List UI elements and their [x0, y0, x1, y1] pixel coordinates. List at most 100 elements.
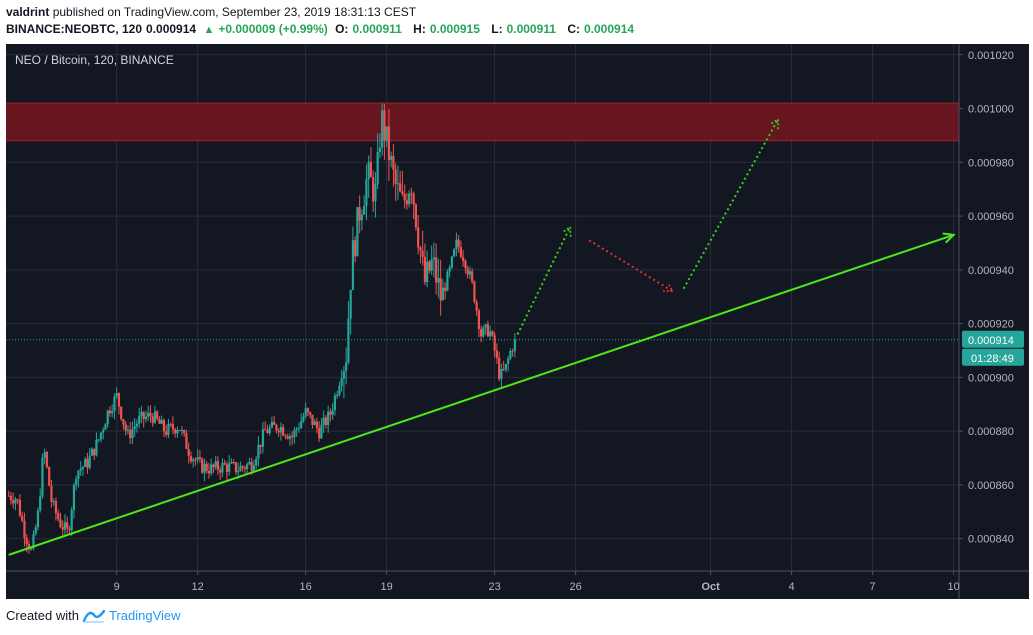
candle-body	[169, 423, 172, 425]
candle-body	[313, 421, 316, 425]
candle-body	[446, 271, 449, 291]
candle-body	[376, 151, 379, 185]
price-axis[interactable]: 0.001020 0.001000 0.000980 0.000960 0.000940…	[959, 50, 1014, 546]
candle-body	[201, 458, 204, 473]
candle-body	[198, 457, 202, 459]
candle-body	[327, 411, 330, 426]
candle-body	[450, 256, 454, 268]
candle-body	[30, 548, 33, 550]
candle-body	[252, 465, 256, 471]
trendline-drawing[interactable]	[8, 232, 956, 556]
candle-body	[396, 183, 400, 185]
candle-body	[250, 461, 253, 471]
candle-body	[349, 290, 352, 319]
candle-body	[324, 417, 328, 426]
ascending-support-trendline[interactable]	[8, 233, 954, 556]
candle-body	[194, 459, 197, 461]
candle-body	[466, 268, 469, 275]
candle-body	[509, 351, 512, 359]
candle-body	[39, 496, 42, 511]
candle-body	[196, 457, 199, 461]
low-value: 0.000911	[506, 22, 556, 36]
candle-body	[104, 424, 107, 430]
candle-body	[129, 429, 132, 439]
resistance-zone[interactable]	[6, 103, 959, 141]
close-label: C:	[567, 22, 580, 36]
time-axis[interactable]: 9 12 16 19 23 26 Oct 4 7 10	[114, 571, 960, 593]
candle-body	[185, 433, 188, 449]
candle-body	[61, 527, 64, 530]
candle-body	[14, 499, 17, 504]
time-tick-label: 10	[947, 581, 959, 593]
candle-body	[57, 513, 60, 520]
trendline-arrowhead	[942, 232, 956, 244]
price-tick-label: 0.000920	[968, 319, 1014, 331]
price-tick-label: 0.001000	[968, 104, 1014, 116]
candle-body	[176, 430, 179, 434]
candle-body	[291, 436, 294, 438]
candle-body	[230, 462, 233, 464]
candle-body	[430, 259, 433, 271]
candle-body	[345, 362, 348, 372]
candle-body	[162, 420, 166, 432]
candle-body	[203, 463, 206, 473]
candle-body	[68, 528, 71, 531]
candle-body	[221, 462, 224, 473]
candle-body	[25, 538, 28, 544]
candle-body	[234, 462, 238, 473]
candle-body	[381, 110, 384, 148]
candle-body	[277, 430, 280, 433]
candle-body	[81, 466, 85, 469]
candle-body	[441, 287, 445, 301]
candle-body	[21, 515, 24, 521]
candle-body	[99, 432, 103, 440]
candle-body	[140, 411, 143, 416]
candle-body	[43, 452, 46, 458]
candle-body	[165, 431, 168, 435]
chart-header: valdrint published on TradingView.com, S…	[6, 4, 642, 39]
candle-body	[471, 271, 474, 282]
candle-body	[493, 335, 496, 351]
price-tick-label: 0.000860	[968, 480, 1014, 492]
price-tick-label: 0.000980	[968, 157, 1014, 169]
time-tick-label: 9	[114, 581, 120, 593]
candle-body	[417, 227, 420, 248]
candle-body	[315, 421, 319, 429]
candle-body	[385, 126, 388, 141]
price-chart[interactable]: 0.001020 0.001000 0.000980 0.000960 0.000940…	[6, 44, 1029, 599]
candle-body	[180, 430, 184, 432]
candle-body	[511, 351, 514, 353]
price-badge-bg	[962, 330, 1024, 348]
candle-body	[70, 510, 73, 531]
projection-arrows[interactable]	[516, 117, 779, 335]
candle-body	[439, 278, 442, 301]
candle-body	[498, 357, 501, 379]
candle-body	[491, 331, 494, 336]
candle-body	[106, 410, 109, 425]
candle-body	[122, 419, 125, 425]
price-tick-label: 0.000840	[968, 534, 1014, 546]
tradingview-brand[interactable]: TradingView	[108, 608, 181, 623]
candle-body	[444, 287, 447, 291]
candle-body	[115, 393, 118, 397]
time-tick-label: 4	[789, 581, 795, 593]
candle-body	[7, 495, 10, 497]
candle-body	[171, 424, 175, 430]
username[interactable]: valdrint	[6, 5, 50, 19]
candle-body	[297, 428, 301, 430]
candle-body	[423, 256, 427, 283]
candle-body	[293, 429, 296, 438]
projection-arrow-up-2	[682, 118, 779, 290]
candle-body	[147, 412, 150, 417]
candle-body	[306, 408, 310, 413]
candle-body	[124, 424, 127, 431]
candle-body	[45, 452, 49, 468]
candle-body	[120, 406, 123, 420]
candle-body	[178, 430, 181, 432]
candle-body	[149, 412, 152, 417]
candle-body	[302, 416, 305, 422]
candle-body	[189, 455, 193, 462]
candle-body	[72, 485, 76, 511]
candle-body	[365, 179, 368, 206]
candle-body	[480, 329, 483, 337]
